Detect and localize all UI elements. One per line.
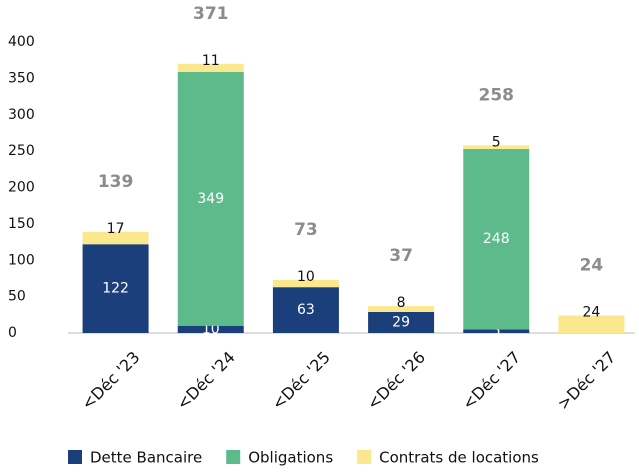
value-label: 63 <box>297 302 315 318</box>
y-tick-label: 300 <box>8 107 35 123</box>
bar-segment <box>177 63 244 72</box>
x-tick-label: <Déc '27 <box>458 348 524 414</box>
bar-segment <box>82 244 149 333</box>
y-tick-label: 100 <box>8 252 35 268</box>
bar-segment <box>177 71 244 326</box>
bar-segment <box>177 325 244 333</box>
x-tick-label: <Déc '24 <box>173 348 239 414</box>
bar-segment <box>558 315 625 333</box>
bar-segment <box>463 148 530 330</box>
legend-label: Contrats de locations <box>379 449 539 467</box>
x-tick-label: >Déc '27 <box>554 348 620 414</box>
value-label: 8 <box>397 295 406 311</box>
total-label: 37 <box>389 246 413 266</box>
value-label: 5 <box>492 323 501 339</box>
value-label: 24 <box>583 305 601 321</box>
value-label: 122 <box>102 281 129 297</box>
total-label: 371 <box>193 4 229 24</box>
legend-swatch <box>226 450 241 464</box>
value-label: 10 <box>297 269 315 285</box>
x-tick-label: <Déc '23 <box>78 348 144 414</box>
value-label: 29 <box>392 314 410 330</box>
legend-label: Obligations <box>248 449 333 467</box>
bar-segment <box>272 287 339 333</box>
legend-label: Dette Bancaire <box>90 449 202 467</box>
value-label: 17 <box>107 221 125 237</box>
total-label: 24 <box>580 256 604 276</box>
bar-segment <box>368 311 435 333</box>
total-label: 258 <box>479 85 515 105</box>
bar-segment <box>463 329 530 333</box>
y-tick-label: 50 <box>8 289 26 305</box>
legend-swatch <box>68 450 82 464</box>
bar-segment <box>82 231 149 245</box>
value-label: 11 <box>202 53 220 69</box>
y-tick-label: 200 <box>8 180 35 196</box>
total-label: 139 <box>98 172 134 192</box>
y-tick-label: 0 <box>8 325 17 341</box>
y-tick-label: 150 <box>8 216 35 232</box>
value-label: 5 <box>492 134 501 150</box>
value-label: 248 <box>483 231 510 247</box>
x-tick-label: <Déc '26 <box>363 348 429 414</box>
x-tick-label: <Déc '25 <box>268 348 334 414</box>
bar-segment <box>368 306 435 312</box>
y-tick-label: 400 <box>8 34 35 50</box>
legend-swatch <box>357 450 372 464</box>
y-tick-label: 350 <box>8 70 35 86</box>
total-label: 73 <box>294 220 318 240</box>
value-label: 349 <box>197 191 224 207</box>
bar-segment <box>463 145 530 149</box>
y-tick-label: 250 <box>8 143 35 159</box>
bar-segment <box>272 279 339 288</box>
